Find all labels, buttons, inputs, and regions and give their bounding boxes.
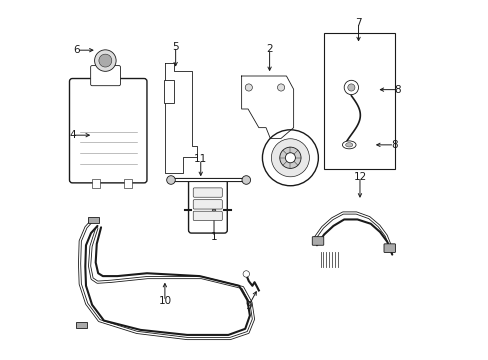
Bar — [76, 322, 86, 328]
Polygon shape — [164, 63, 197, 173]
FancyBboxPatch shape — [193, 211, 222, 221]
Circle shape — [347, 84, 354, 91]
Text: 10: 10 — [158, 296, 171, 306]
FancyBboxPatch shape — [312, 237, 323, 245]
FancyBboxPatch shape — [193, 188, 222, 197]
Bar — [92, 179, 100, 188]
Text: 6: 6 — [73, 45, 80, 55]
Polygon shape — [241, 76, 293, 138]
Circle shape — [279, 147, 301, 168]
Ellipse shape — [342, 141, 355, 149]
Circle shape — [99, 54, 112, 67]
Text: 11: 11 — [194, 154, 207, 164]
Text: 2: 2 — [266, 44, 272, 54]
Text: 7: 7 — [354, 18, 361, 28]
FancyBboxPatch shape — [188, 179, 227, 233]
Circle shape — [344, 80, 358, 95]
Text: 4: 4 — [69, 130, 76, 140]
FancyBboxPatch shape — [90, 66, 120, 86]
Text: 9: 9 — [245, 301, 252, 311]
Ellipse shape — [345, 143, 352, 147]
Circle shape — [285, 153, 295, 163]
FancyBboxPatch shape — [69, 78, 147, 183]
Circle shape — [242, 176, 250, 184]
Bar — [164, 80, 174, 103]
Text: 8: 8 — [394, 85, 401, 95]
Bar — [324, 33, 394, 168]
Circle shape — [243, 271, 249, 277]
Circle shape — [262, 130, 318, 186]
Circle shape — [277, 84, 284, 91]
FancyBboxPatch shape — [193, 200, 222, 209]
Circle shape — [166, 176, 175, 184]
Circle shape — [271, 139, 309, 177]
FancyBboxPatch shape — [383, 244, 395, 252]
Text: 12: 12 — [353, 172, 366, 182]
Text: 8: 8 — [390, 140, 397, 150]
Circle shape — [244, 84, 252, 91]
Bar — [88, 217, 99, 223]
Text: 3: 3 — [295, 158, 302, 168]
Text: 5: 5 — [172, 42, 179, 51]
Bar — [124, 179, 132, 188]
Text: 1: 1 — [210, 232, 217, 242]
Circle shape — [94, 50, 116, 71]
